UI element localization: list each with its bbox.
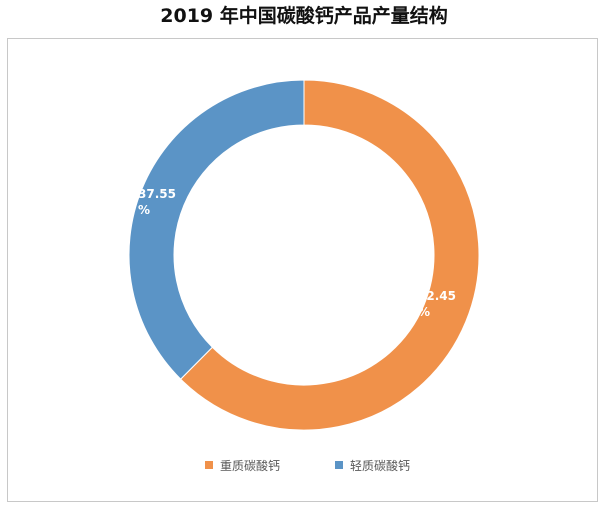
data-label-light: 37.55% <box>138 187 176 217</box>
legend: 重质碳酸钙 轻质碳酸钙 <box>205 458 410 473</box>
legend-label-light: 轻质碳酸钙 <box>350 458 410 473</box>
legend-label-heavy: 重质碳酸钙 <box>220 458 280 473</box>
data-labels-group: 62.45 % 37.55% <box>138 187 456 319</box>
legend-swatch-heavy <box>205 461 213 469</box>
slice-heavy-calcium-carbonate <box>179 79 480 431</box>
chart-title: 2019 年中国碳酸钙产品产量结构 <box>160 5 448 27</box>
slices-group <box>128 79 480 431</box>
data-label-heavy: 62.45% <box>418 289 456 319</box>
slice-light-calcium-carbonate <box>128 79 305 380</box>
legend-swatch-light <box>335 461 343 469</box>
